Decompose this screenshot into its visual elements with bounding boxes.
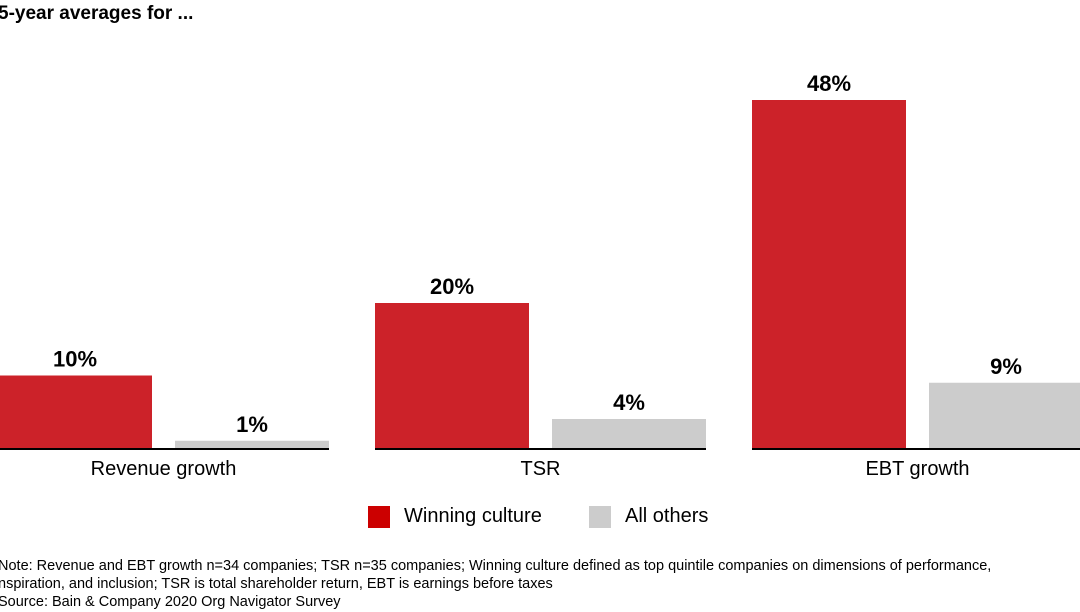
category-label: Revenue growth bbox=[91, 458, 237, 480]
note-line: Note: Revenue and EBT growth n=34 compan… bbox=[0, 558, 992, 574]
bar-winning-culture bbox=[0, 375, 152, 448]
bar-winning-culture bbox=[752, 100, 906, 448]
data-label: 20% bbox=[430, 274, 474, 299]
data-label: 48% bbox=[807, 71, 851, 96]
category-label: EBT growth bbox=[865, 458, 969, 480]
data-label: 9% bbox=[990, 354, 1022, 379]
legend-item-all-others: All others bbox=[589, 505, 708, 528]
category-label: TSR bbox=[521, 458, 561, 480]
footnotes: Note: Revenue and EBT growth n=34 compan… bbox=[0, 557, 991, 611]
chart-title: 5-year averages for ... bbox=[0, 3, 194, 24]
data-label: 4% bbox=[613, 390, 645, 415]
legend-swatch-gray bbox=[589, 505, 611, 528]
bar-all-others bbox=[929, 382, 1080, 448]
note-line: nspiration, and inclusion; TSR is total … bbox=[0, 576, 553, 592]
data-label: 10% bbox=[53, 347, 97, 372]
legend-label: All others bbox=[625, 505, 709, 527]
legend-swatch-red bbox=[368, 505, 390, 528]
legend-label: Winning culture bbox=[404, 505, 542, 527]
bar-chart: 10% 1% Revenue growth 20% 4% TSR 48% 9% EBT grow… bbox=[0, 71, 1080, 480]
bar-winning-culture bbox=[375, 303, 529, 448]
bar-all-others bbox=[175, 440, 329, 448]
source-line: Source: Bain & Company 2020 Org Navigato… bbox=[0, 594, 341, 610]
data-label: 1% bbox=[236, 412, 268, 437]
legend-item-winning-culture: Winning culture bbox=[368, 505, 542, 528]
bar-all-others bbox=[552, 419, 706, 448]
